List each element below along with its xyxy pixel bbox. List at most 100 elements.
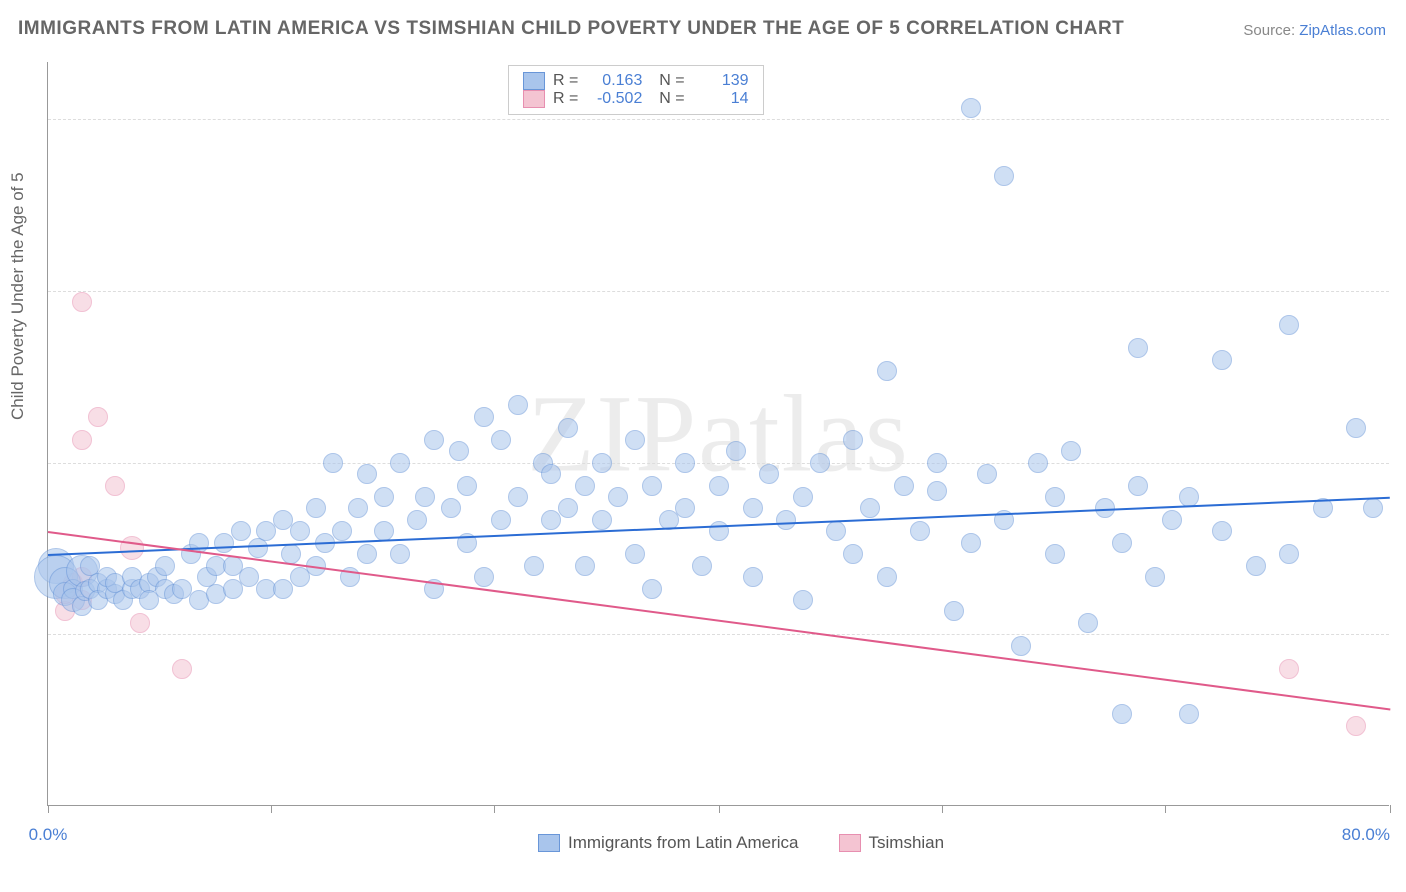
series-a-point xyxy=(348,498,368,518)
series-a-point xyxy=(642,476,662,496)
series-a-point xyxy=(558,498,578,518)
series-legend: Immigrants from Latin America Tsimshian xyxy=(538,833,944,853)
series-b-point xyxy=(1346,716,1366,736)
legend-item-b: Tsimshian xyxy=(839,833,945,853)
correlation-legend: R = 0.163 N = 139 R = -0.502 N = 14 xyxy=(508,65,764,115)
series-a-point xyxy=(449,441,469,461)
series-a-point xyxy=(558,418,578,438)
series-a-point xyxy=(709,476,729,496)
series-a-point xyxy=(1212,521,1232,541)
series-a-point xyxy=(441,498,461,518)
series-a-point xyxy=(474,567,494,587)
series-a-point xyxy=(675,498,695,518)
series-a-point xyxy=(843,430,863,450)
r-label: R = xyxy=(553,90,578,108)
gridline xyxy=(48,634,1389,635)
series-a-point xyxy=(608,487,628,507)
series-a-point xyxy=(374,487,394,507)
series-a-point xyxy=(743,567,763,587)
series-a-point xyxy=(415,487,435,507)
series-a-point xyxy=(843,544,863,564)
r-label: R = xyxy=(553,72,578,90)
x-tick xyxy=(48,805,49,813)
gridline xyxy=(48,463,1389,464)
series-a-point xyxy=(692,556,712,576)
series-a-point xyxy=(625,544,645,564)
series-a-point xyxy=(994,166,1014,186)
x-tick xyxy=(1390,805,1391,813)
series-a-point xyxy=(424,430,444,450)
series-a-point xyxy=(491,430,511,450)
gridline xyxy=(48,291,1389,292)
series-a-point xyxy=(826,521,846,541)
series-a-point xyxy=(332,521,352,541)
trend-line-b xyxy=(48,531,1390,710)
series-a-point xyxy=(1179,704,1199,724)
series-a-point xyxy=(1112,704,1132,724)
series-a-point xyxy=(1179,487,1199,507)
series-a-point xyxy=(1162,510,1182,530)
series-a-point xyxy=(541,464,561,484)
chart-title: IMMIGRANTS FROM LATIN AMERICA VS TSIMSHI… xyxy=(18,18,1124,40)
n-value-b: 14 xyxy=(693,90,749,108)
legend-item-a: Immigrants from Latin America xyxy=(538,833,799,853)
series-a-point xyxy=(155,556,175,576)
n-label: N = xyxy=(650,72,684,90)
source-attribution: Source: ZipAtlas.com xyxy=(1243,22,1386,39)
series-a-point xyxy=(524,556,544,576)
series-a-point xyxy=(726,441,746,461)
series-a-point xyxy=(944,601,964,621)
series-a-point xyxy=(1363,498,1383,518)
series-a-point xyxy=(793,590,813,610)
series-a-point xyxy=(759,464,779,484)
swatch-series-b xyxy=(523,90,545,108)
legend-row-b: R = -0.502 N = 14 xyxy=(523,90,749,108)
series-a-point xyxy=(281,544,301,564)
swatch-series-a xyxy=(538,834,560,852)
series-a-point xyxy=(374,521,394,541)
series-b-point xyxy=(1279,659,1299,679)
series-a-point xyxy=(1279,544,1299,564)
y-axis-label: Child Poverty Under the Age of 5 xyxy=(8,172,28,420)
x-tick xyxy=(1165,805,1166,813)
x-tick-label: 80.0% xyxy=(1342,825,1390,845)
series-a-point xyxy=(1128,476,1148,496)
series-a-point xyxy=(927,481,947,501)
source-link[interactable]: ZipAtlas.com xyxy=(1299,22,1386,39)
series-b-point xyxy=(72,430,92,450)
gridline xyxy=(48,119,1389,120)
series-a-point xyxy=(1279,315,1299,335)
series-a-point xyxy=(457,476,477,496)
series-a-point xyxy=(894,476,914,496)
series-a-point xyxy=(927,453,947,473)
series-b-point xyxy=(172,659,192,679)
x-tick xyxy=(719,805,720,813)
series-a-point xyxy=(575,476,595,496)
series-a-point xyxy=(1212,350,1232,370)
x-tick-label: 0.0% xyxy=(29,825,68,845)
series-a-point xyxy=(248,538,268,558)
n-value-a: 139 xyxy=(693,72,749,90)
series-a-point xyxy=(961,98,981,118)
series-a-point xyxy=(810,453,830,473)
series-a-point xyxy=(961,533,981,553)
x-tick xyxy=(942,805,943,813)
series-a-point xyxy=(1346,418,1366,438)
series-a-point xyxy=(793,487,813,507)
series-a-point xyxy=(743,498,763,518)
series-a-point xyxy=(1028,453,1048,473)
series-a-point xyxy=(592,510,612,530)
series-a-point xyxy=(776,510,796,530)
series-a-point xyxy=(1128,338,1148,358)
chart-container: IMMIGRANTS FROM LATIN AMERICA VS TSIMSHI… xyxy=(0,0,1406,892)
series-a-point xyxy=(1061,441,1081,461)
series-a-point xyxy=(877,567,897,587)
n-label: N = xyxy=(650,90,684,108)
series-a-point xyxy=(491,510,511,530)
legend-row-a: R = 0.163 N = 139 xyxy=(523,72,749,90)
series-a-point xyxy=(1045,487,1065,507)
series-a-point xyxy=(1011,636,1031,656)
x-tick xyxy=(271,805,272,813)
series-a-point xyxy=(575,556,595,576)
series-a-point xyxy=(231,521,251,541)
